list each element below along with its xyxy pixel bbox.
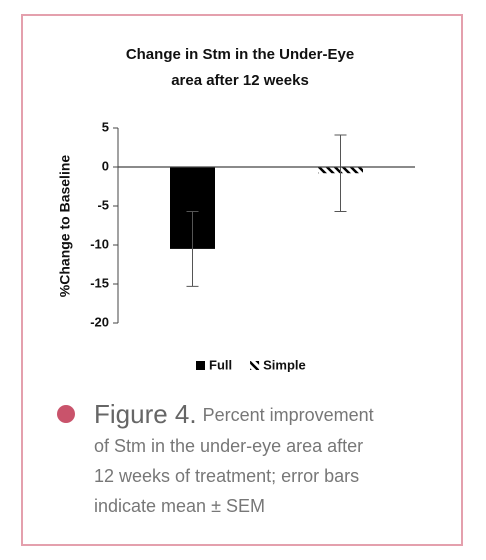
caption: Figure 4. Percent improvement [94,399,374,429]
error-bar [334,134,347,212]
y-axis-label: %Change to Baseline [57,155,73,298]
caption-line: 12 weeks of treatment; error bars [94,466,359,486]
legend-label: Simple [263,357,306,372]
y-tick-label: -20 [90,314,109,329]
chart-title: area after 12 weeks [171,72,309,89]
error-bar [186,210,199,287]
legend-swatch [196,361,205,370]
caption-line: of Stm in the under-eye area after [94,436,363,456]
caption-line: indicate mean ± SEM [94,496,265,516]
legend-swatch [250,361,260,370]
legend-label: Full [209,357,232,372]
y-tick-label: 0 [102,158,109,173]
bullet [57,405,75,423]
caption-line: Percent improvement [203,405,374,425]
y-tick-label: -5 [97,197,109,212]
y-tick-label: -10 [90,236,109,251]
frame [21,14,463,546]
y-tick-label: -15 [90,275,109,290]
y-tick-label: 5 [102,119,109,134]
caption-label: Figure 4. [94,399,197,429]
chart-title: Change in Stm in the Under-Eye [126,46,354,63]
